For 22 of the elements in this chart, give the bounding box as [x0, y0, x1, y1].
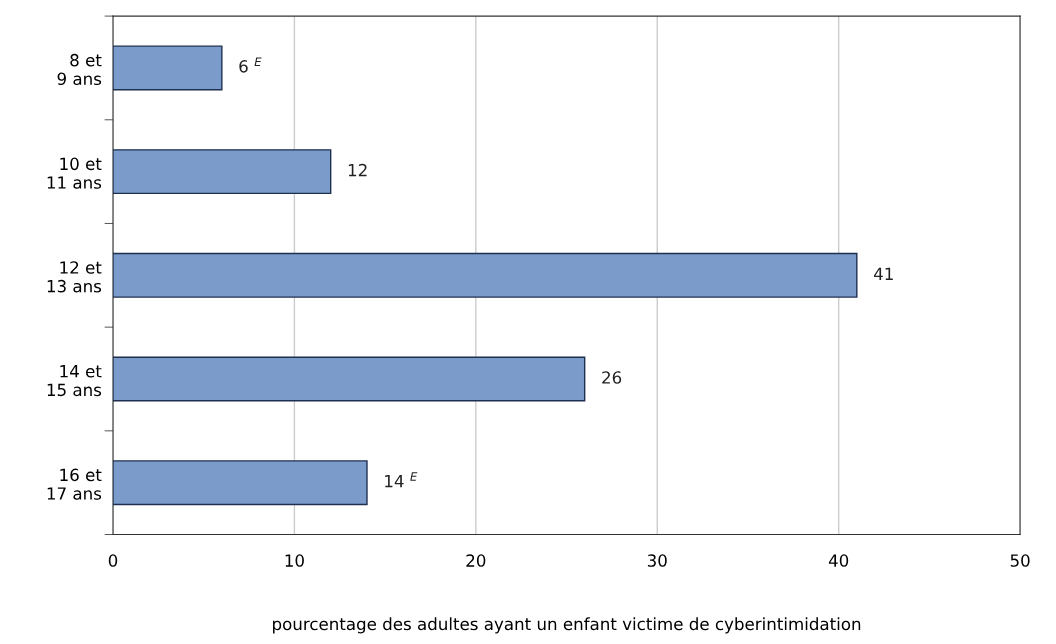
x-tick-label: 40 — [828, 554, 849, 567]
bar — [112, 460, 368, 506]
x-tick-label: 20 — [466, 554, 486, 567]
y-tick-label: 16 et 17 ans — [47, 468, 102, 500]
bar — [112, 149, 332, 195]
y-tick-label: 12 et 13 ans — [47, 261, 102, 293]
x-tick-label: 10 — [285, 554, 304, 567]
x-tick-label: 30 — [647, 554, 667, 567]
data-label: 41 — [873, 267, 893, 280]
bar — [112, 45, 223, 91]
data-label: 6 $^{E}$ — [239, 57, 262, 73]
x-tick-label: 50 — [1010, 554, 1030, 567]
data-label: 12 — [348, 163, 367, 177]
x-tick-label: 0 — [108, 554, 118, 567]
bar — [112, 356, 586, 402]
data-label: 26 — [602, 371, 622, 384]
y-tick-label: 8 et 9 ans — [57, 53, 102, 86]
data-label: 14 $^{E}$ — [385, 472, 418, 488]
y-tick-label: 14 et 15 ans — [47, 365, 102, 397]
bar — [112, 252, 858, 298]
y-tick-label: 10 et 11 ans — [47, 157, 102, 189]
x-axis-title: pourcentage des adultes ayant un enfant victime de cyberintimidation — [273, 617, 861, 634]
